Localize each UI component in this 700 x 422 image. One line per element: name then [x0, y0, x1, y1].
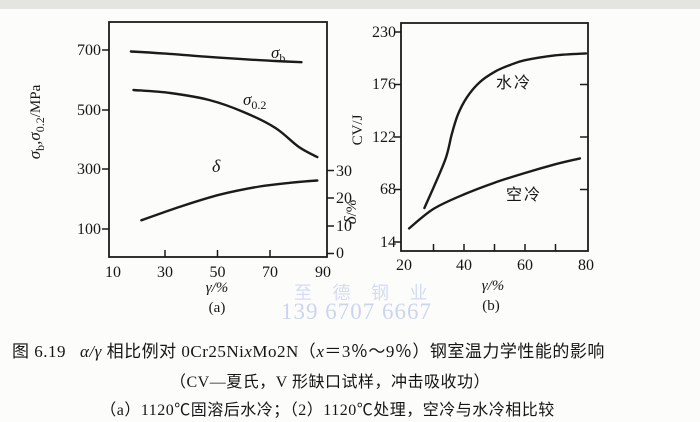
figure-caption-subitems: （a）1120℃固溶后水冷；（2）1120℃处理，空冷与水冷相比较 [100, 402, 555, 419]
chart-b-frame [400, 22, 589, 252]
xtick-label: 10 [105, 264, 121, 281]
ytick-label: 122 [372, 129, 396, 146]
ytick-label: 0 [336, 245, 344, 262]
xtick-label: 20 [396, 257, 412, 274]
chart-a: 700 500 300 100 30 20 10 0 10 30 50 70 9… [25, 21, 360, 316]
ytick-label: 230 [372, 24, 396, 41]
figure-number: 图 6.19 [12, 342, 66, 361]
figure-caption-title: 图 6.19 α/γ 相比例对 0Cr25NixMo2N（x＝3％～9％）钢室温力… [12, 337, 692, 362]
curve-a-series-2 [140, 179, 319, 222]
caption-greek: α/γ [80, 342, 102, 361]
delta-curve-label: δ [212, 156, 221, 176]
chart-b-curves [407, 52, 588, 230]
chart-b-left-ticks [394, 31, 401, 243]
chart-a-right-ticks [327, 169, 334, 255]
chart-a-x-axis-label: γ/% [206, 280, 229, 296]
ytick-label: 10 [336, 218, 352, 235]
ytick-label: 700 [77, 42, 101, 59]
ytick-label: 100 [77, 221, 101, 238]
ytick-label: 176 [372, 76, 396, 93]
curve-a-series-0 [129, 50, 303, 64]
air-cooling-curve-label: 空冷 [506, 186, 542, 204]
curve-b-series-1 [407, 157, 582, 230]
ytick-label: 300 [77, 161, 101, 178]
sigma-b-curve-label: σb [271, 43, 285, 65]
caption-variable-x: x [316, 342, 325, 361]
sigma-02-curve-label: σ0.2 [243, 90, 266, 112]
ytick-label: 20 [336, 190, 352, 207]
xtick-label: 90 [315, 264, 331, 281]
caption-variable-x: x [244, 342, 253, 361]
caption-text: Mo2N（ [252, 342, 317, 361]
chart-a-bottom-ticks [164, 250, 271, 257]
water-cooling-curve-label: 水冷 [496, 74, 532, 92]
ytick-label: 68 [380, 181, 396, 198]
chart-a-right-axis-label: δ/% [341, 200, 360, 225]
chart-a-panel-label: (a) [209, 300, 226, 316]
caption-text: 相比例对 0Cr25Ni [101, 342, 245, 361]
scan-edge-band [0, 0, 700, 9]
xtick-label: 30 [157, 264, 173, 281]
ytick-label: 30 [336, 163, 352, 180]
xtick-label: 40 [456, 257, 472, 274]
figure-caption-note: （CV—夏氏，V 形缺口试样，冲击吸收功） [170, 374, 490, 391]
chart-a-curves [129, 50, 319, 222]
xtick-label: 80 [578, 257, 594, 274]
curve-b-series-0 [423, 52, 588, 210]
chart-b-x-axis-label: γ/% [482, 278, 505, 294]
xtick-label: 60 [517, 257, 533, 274]
chart-b-y-axis-label: CV/J [350, 114, 366, 145]
figure-canvas: 700 500 300 100 30 20 10 0 10 30 50 70 9… [25, 21, 594, 316]
ytick-label: 14 [380, 234, 396, 251]
xtick-label: 50 [210, 264, 226, 281]
chart-a-left-ticks [102, 49, 109, 230]
ytick-label: 500 [77, 102, 101, 119]
chart-b-bottom-ticks [432, 244, 557, 251]
chart-b-panel-label: (b) [482, 298, 500, 314]
xtick-label: 70 [262, 264, 278, 281]
chart-b-right-ticks [580, 83, 588, 191]
chart-a-y-axis-label: σb,σ0.2/MPa [25, 84, 47, 159]
chart-b: 230 176 122 68 14 20 40 60 80 CV/J γ/% (… [350, 22, 594, 314]
caption-text: ＝3％～9％）钢室温力学性能的影响 [324, 342, 605, 361]
curve-a-series-1 [132, 88, 319, 159]
